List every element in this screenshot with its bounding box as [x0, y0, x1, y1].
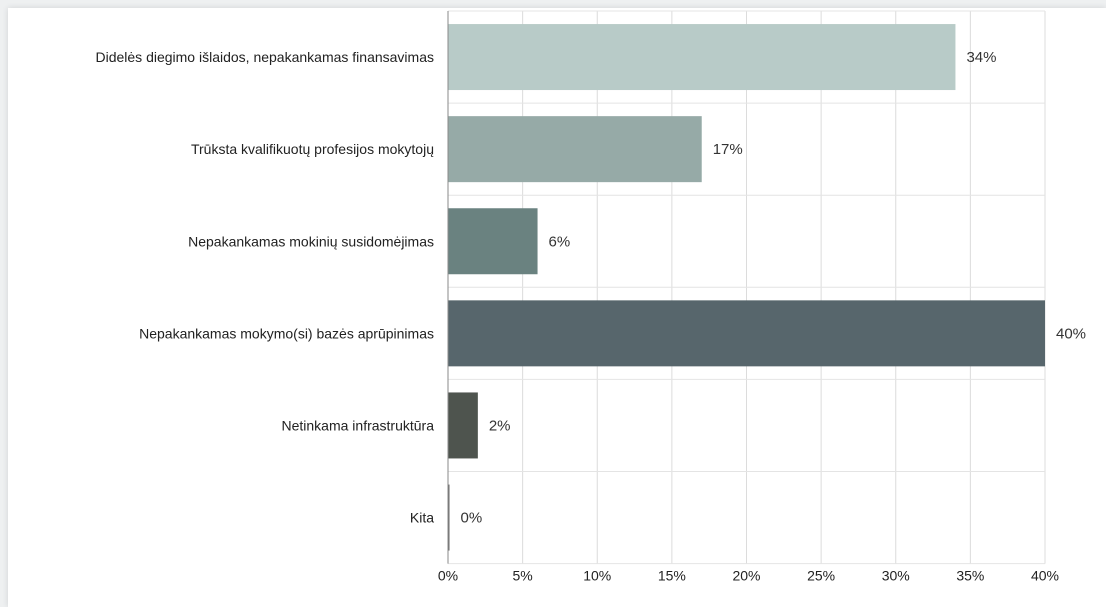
- bar: [448, 392, 478, 459]
- x-tick-label: 10%: [583, 568, 611, 584]
- category-labels: Didelės diegimo išlaidos, nepakankamas f…: [95, 49, 434, 526]
- bar-chart: Didelės diegimo išlaidos, nepakankamas f…: [95, 10, 1087, 584]
- category-label: Netinkama infrastruktūra: [281, 417, 434, 433]
- data-label: 0%: [461, 510, 483, 527]
- bars: [448, 24, 1045, 551]
- data-label: 34%: [966, 49, 996, 66]
- x-tick-label: 40%: [1031, 568, 1059, 584]
- category-label: Nepakankamas mokinių susidomėjimas: [188, 233, 434, 249]
- bar: [448, 208, 538, 275]
- category-label: Trūksta kvalifikuotų profesijos mokytojų: [191, 141, 434, 157]
- gridlines: [447, 10, 1046, 565]
- data-label: 17%: [713, 141, 743, 158]
- x-tick-label: 30%: [882, 568, 910, 584]
- bar: [448, 300, 1045, 367]
- x-axis-tick-labels: 0% 5% 10% 15% 20% 25% 30% 35% 40%: [438, 568, 1059, 584]
- category-label: Nepakankamas mokymo(si) bazės aprūpinima…: [139, 325, 434, 341]
- data-label: 2%: [489, 417, 511, 434]
- data-label: 40%: [1056, 325, 1086, 342]
- bar: [448, 116, 702, 183]
- category-label: Didelės diegimo išlaidos, nepakankamas f…: [95, 49, 434, 65]
- x-tick-label: 35%: [956, 568, 984, 584]
- value-labels: 34% 17% 6% 40% 2% 0%: [461, 49, 1087, 527]
- data-label: 6%: [549, 233, 571, 250]
- category-label: Kita: [410, 510, 434, 526]
- chart-card: Didelės diegimo išlaidos, nepakankamas f…: [8, 8, 1106, 607]
- x-tick-label: 20%: [732, 568, 760, 584]
- x-tick-label: 25%: [807, 568, 835, 584]
- x-tick-label: 5%: [513, 568, 533, 584]
- bar: [448, 24, 956, 91]
- bar: [448, 484, 450, 551]
- x-tick-label: 15%: [658, 568, 686, 584]
- x-tick-label: 0%: [438, 568, 458, 584]
